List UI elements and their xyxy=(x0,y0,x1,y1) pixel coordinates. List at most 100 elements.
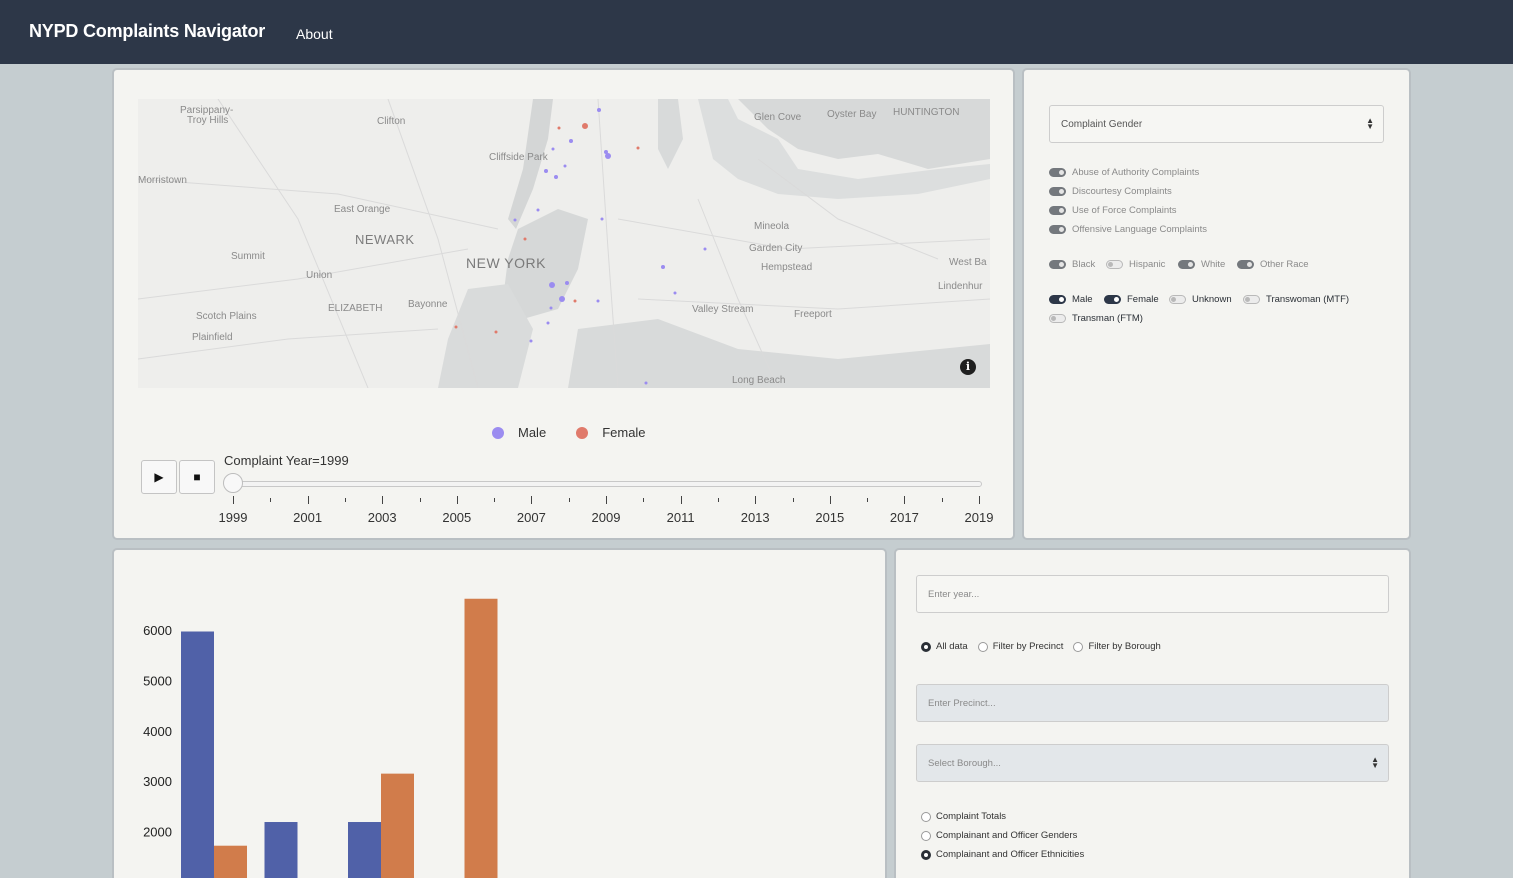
radio-button[interactable] xyxy=(921,641,931,652)
toggle-gender-unknown[interactable]: Unknown xyxy=(1169,294,1232,305)
year-slider-handle[interactable] xyxy=(223,473,243,493)
borough-select[interactable]: Select Borough... ▲ ▼ xyxy=(916,744,1389,782)
radio-genders[interactable]: Complainant and Officer Genders xyxy=(921,830,1077,841)
radio-label: Complainant and Officer Ethnicities xyxy=(936,849,1085,860)
slider-tick xyxy=(456,496,458,504)
radio-button[interactable] xyxy=(977,641,988,652)
toggle-race-hispanic[interactable]: Hispanic xyxy=(1106,259,1165,270)
select-arrows-icon: ▲ ▼ xyxy=(1371,755,1379,770)
toggle-race-white[interactable]: White xyxy=(1178,259,1225,270)
slider-tick xyxy=(792,498,794,502)
toggle-switch[interactable] xyxy=(1049,260,1066,269)
toggle-switch[interactable] xyxy=(1049,187,1066,196)
toggle-gender-transman[interactable]: Transman (FTM) xyxy=(1049,313,1143,324)
year-slider-label: Complaint Year=1999 xyxy=(224,453,349,468)
map-label: HUNTINGTON xyxy=(893,107,960,118)
info-icon[interactable]: i xyxy=(960,359,976,375)
toggle-switch[interactable] xyxy=(1243,295,1260,304)
y-tick-label: 5000 xyxy=(143,673,172,688)
year-input[interactable]: Enter year... xyxy=(916,575,1389,613)
map-label: East Orange xyxy=(334,204,391,215)
map-label: Mineola xyxy=(754,221,790,232)
slider-tick xyxy=(270,498,272,502)
toggle-gender-transwoman[interactable]: Transwoman (MTF) xyxy=(1243,294,1349,305)
legend-dot-female xyxy=(576,426,589,439)
year-input-placeholder: Enter year... xyxy=(928,588,980,600)
toggle-offensive-language[interactable]: Offensive Language Complaints xyxy=(1049,224,1207,235)
toggle-switch[interactable] xyxy=(1106,260,1123,269)
radio-label: Filter by Borough xyxy=(1088,641,1161,652)
toggle-race-other[interactable]: Other Race xyxy=(1237,259,1309,270)
slider-tick xyxy=(755,496,757,504)
bar-series-2[interactable] xyxy=(381,773,414,878)
stop-button[interactable]: ■ xyxy=(179,460,215,494)
map-label: Freeport xyxy=(794,309,832,320)
toggle-label: Transwoman (MTF) xyxy=(1266,294,1350,305)
toggle-switch[interactable] xyxy=(1049,168,1066,177)
play-icon: ▶ xyxy=(154,470,164,484)
toggle-label: Offensive Language Complaints xyxy=(1072,224,1208,235)
play-button[interactable]: ▶ xyxy=(141,460,177,494)
bar-series-2[interactable] xyxy=(214,845,247,878)
radio-button[interactable] xyxy=(921,849,931,860)
stop-icon: ■ xyxy=(193,470,201,484)
radio-button[interactable] xyxy=(921,811,931,822)
radio-button[interactable] xyxy=(921,830,931,841)
toggle-switch[interactable] xyxy=(1169,295,1186,304)
bar-series-1[interactable] xyxy=(181,631,214,878)
app-title[interactable]: NYPD Complaints Navigator xyxy=(29,21,266,41)
toggle-switch[interactable] xyxy=(1104,295,1121,304)
slider-tick-label: 2009 xyxy=(591,510,621,525)
toggle-gender-female[interactable]: Female xyxy=(1104,294,1159,305)
toggle-switch[interactable] xyxy=(1237,260,1254,269)
map-label: Valley Stream xyxy=(692,304,754,315)
complaint-category-select[interactable]: Complaint Gender ▲ ▼ xyxy=(1049,105,1384,143)
radio-complaint-totals[interactable]: Complaint Totals xyxy=(921,811,1006,822)
radio-button[interactable] xyxy=(1073,641,1084,652)
scope-radio-group: All data Filter by Precinct Filter by Bo… xyxy=(921,641,1171,652)
radio-label: All data xyxy=(936,641,968,652)
y-tick-label: 2000 xyxy=(143,825,172,840)
bar-series-2[interactable] xyxy=(464,598,498,878)
slider-tick xyxy=(717,498,719,502)
toggle-use-of-force[interactable]: Use of Force Complaints xyxy=(1049,205,1177,216)
toggle-switch[interactable] xyxy=(1049,206,1066,215)
toggle-switch[interactable] xyxy=(1049,295,1066,304)
slider-tick xyxy=(344,498,346,502)
toggle-gender-male[interactable]: Male xyxy=(1049,294,1093,305)
radio-filter-precinct[interactable]: Filter by Precinct xyxy=(977,641,1064,652)
nav-about-link[interactable]: About xyxy=(296,26,333,42)
toggle-label: Black xyxy=(1072,259,1096,270)
bar-series-1[interactable] xyxy=(264,822,298,878)
slider-tick xyxy=(867,498,869,502)
radio-ethnicities[interactable]: Complainant and Officer Ethnicities xyxy=(921,849,1084,860)
complaints-map[interactable]: Parsippany- Troy Hills Clifton Morristow… xyxy=(138,99,990,388)
map-base xyxy=(138,99,990,388)
toggle-discourtesy[interactable]: Discourtesy Complaints xyxy=(1049,186,1172,197)
radio-filter-borough[interactable]: Filter by Borough xyxy=(1073,641,1161,652)
radio-label: Complainant and Officer Genders xyxy=(936,830,1078,841)
toggle-abuse-of-authority[interactable]: Abuse of Authority Complaints xyxy=(1049,167,1199,178)
map-label: NEWARK xyxy=(355,232,415,247)
slider-tick xyxy=(643,498,645,502)
radio-all-data[interactable]: All data xyxy=(921,641,968,652)
toggle-switch[interactable] xyxy=(1049,225,1066,234)
y-tick-label: 1000 xyxy=(143,875,172,878)
map-label: Garden City xyxy=(749,243,803,254)
toggle-race-black[interactable]: Black xyxy=(1049,259,1095,270)
slider-tick-label: 2003 xyxy=(367,510,397,525)
map-label: Cliffside Park xyxy=(489,152,548,163)
bar-series-1[interactable] xyxy=(348,822,381,878)
toggle-switch[interactable] xyxy=(1049,314,1066,323)
precinct-input[interactable]: Enter Precinct... xyxy=(916,684,1389,722)
map-label: Bayonne xyxy=(408,299,448,310)
legend-item-male[interactable]: Male xyxy=(492,425,546,440)
toggle-switch[interactable] xyxy=(1178,260,1195,269)
map-label: Scotch Plains xyxy=(196,311,257,322)
slider-tick-label: 2001 xyxy=(293,510,323,525)
radio-label: Filter by Precinct xyxy=(992,641,1064,652)
year-slider-track[interactable] xyxy=(224,481,982,487)
toggle-label: Female xyxy=(1127,294,1159,305)
legend-item-female[interactable]: Female xyxy=(576,425,646,440)
bar-chart-card: 6000 5000 4000 3000 2000 1000 xyxy=(112,548,887,878)
